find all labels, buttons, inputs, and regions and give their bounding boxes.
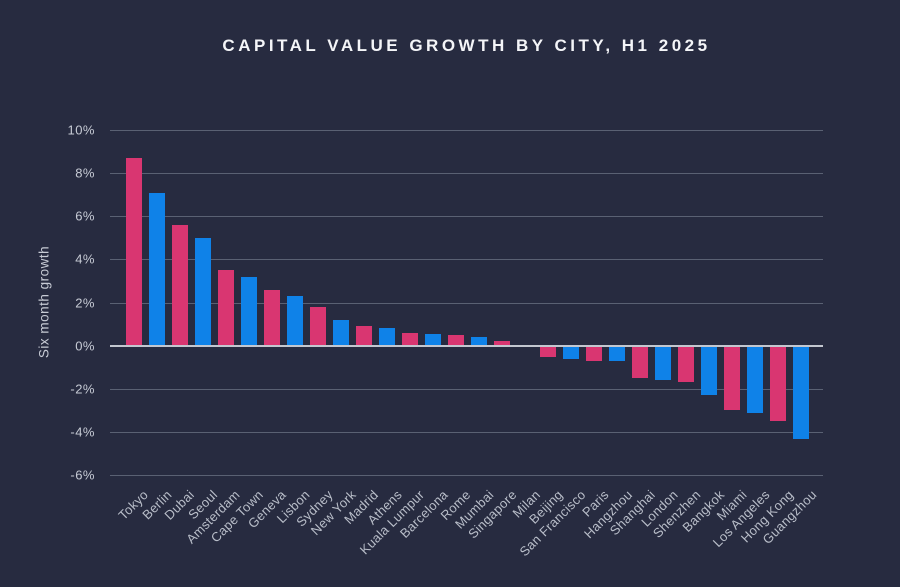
bar-new-york — [332, 319, 349, 346]
y-tick-label-0%: 0% — [75, 338, 95, 354]
bar-london — [655, 345, 672, 381]
bar-singapore — [494, 341, 511, 346]
y-axis-title: Six month growth — [36, 245, 52, 359]
bar-lisbon — [286, 296, 303, 346]
bar-shanghai — [632, 345, 649, 379]
gridline--2 — [110, 388, 823, 390]
bar-sydney — [309, 306, 326, 346]
bar-seoul — [194, 237, 211, 346]
y-tick-label--2%: -2% — [70, 381, 95, 397]
y-tick-label-2%: 2% — [75, 295, 95, 311]
bar-mumbai — [471, 337, 488, 346]
bar-hong-kong — [770, 345, 787, 422]
bar-athens — [378, 328, 395, 346]
y-tick-label-10%: 10% — [67, 122, 95, 138]
gridline-8 — [110, 173, 823, 175]
bar-beijing — [540, 345, 557, 357]
bar-miami — [724, 345, 741, 411]
gridline-10 — [110, 130, 823, 131]
bar-guangzhou — [793, 345, 810, 439]
bar-shenzhen — [678, 345, 695, 383]
bar-amsterdam — [217, 270, 234, 346]
plot-area: 10% 8% 6% 4% 2% 0% -2% -4% -6% Tokyo Berlin Dubai Se… — [67, 123, 823, 559]
bar-san-francisco — [563, 345, 580, 359]
bar-dubai — [171, 224, 188, 346]
bar-los-angeles — [747, 345, 764, 413]
bar-madrid — [355, 326, 372, 346]
bar-barcelona — [424, 333, 441, 346]
bar-bangkok — [701, 345, 718, 396]
bar-berlin — [148, 192, 165, 346]
bar-geneva — [263, 289, 280, 346]
gridline-2 — [110, 302, 823, 304]
gridline-6 — [110, 216, 823, 218]
y-tick-label-4%: 4% — [75, 251, 95, 267]
y-tick-label--6%: -6% — [70, 467, 95, 483]
bar-paris — [586, 345, 603, 361]
bar-tokyo — [125, 158, 142, 346]
gridline--6 — [110, 475, 823, 477]
zero-axis-line — [110, 344, 823, 347]
bar-hangzhou — [609, 345, 626, 361]
bar-kuala-lumpur — [401, 332, 418, 346]
y-tick-label-8%: 8% — [75, 165, 95, 181]
bar-cape-town — [240, 276, 257, 346]
bar-rome — [447, 334, 464, 346]
gridline-4 — [110, 259, 823, 261]
y-tick-label-6%: 6% — [75, 208, 95, 224]
chart-title: CAPITAL VALUE GROWTH BY CITY, H1 2025 — [222, 36, 711, 55]
y-tick-label--4%: -4% — [70, 424, 95, 440]
gridline--4 — [110, 432, 823, 434]
